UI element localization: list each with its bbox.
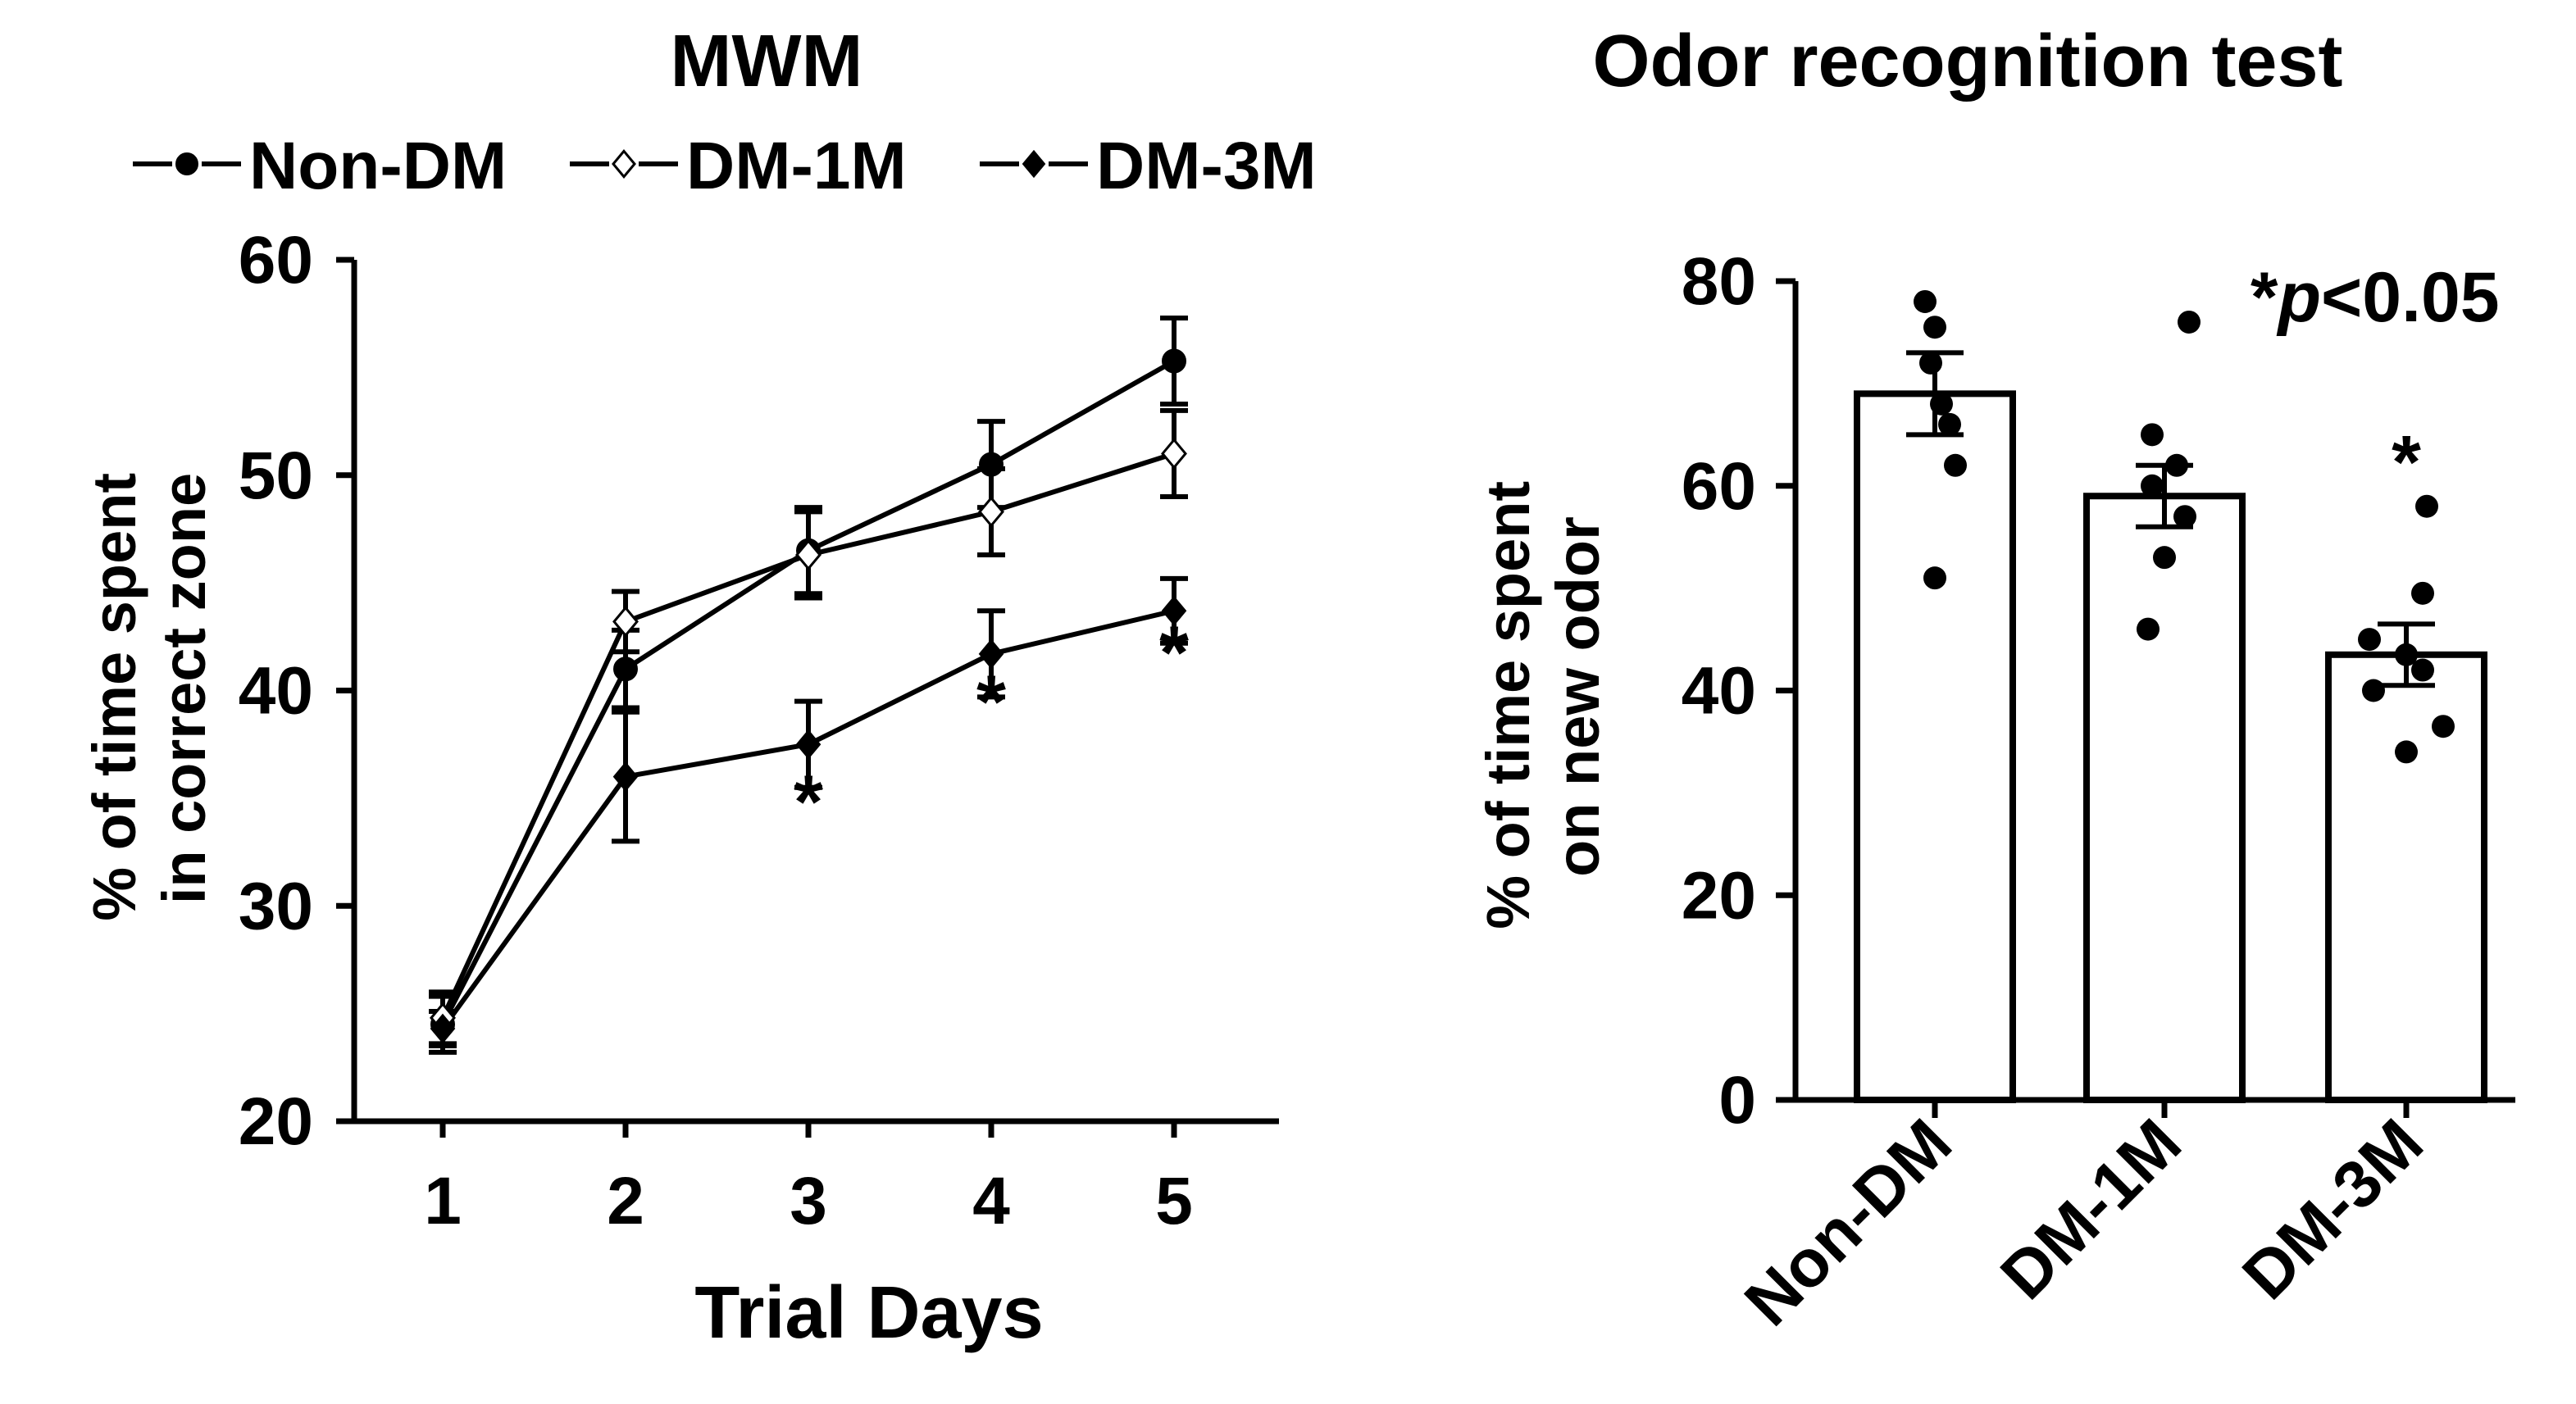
odor-point-non-dm-4 — [1930, 392, 1953, 416]
mwm-point-dm-3m-5 — [1161, 595, 1187, 626]
mwm-x-tick-label-3: 3 — [790, 1164, 827, 1238]
odor-y-tick-label-60: 60 — [1682, 449, 1756, 524]
odor-points — [1914, 289, 2455, 764]
legend-label-dm-3m: DM-3M — [1096, 129, 1317, 203]
mwm-y-tick-label-30: 30 — [239, 869, 313, 943]
odor-bar-dm-3m — [2325, 651, 2487, 1103]
mwm-point-dm-3m-3 — [795, 729, 821, 760]
odor-point-dm-3m-3 — [2358, 628, 2381, 652]
mwm-line-non-dm — [440, 358, 1176, 1026]
mwm-point-dm-3m-1 — [430, 1013, 456, 1044]
odor-y-tick-label-40: 40 — [1682, 654, 1756, 729]
mwm-y-label-line1: % of time spent — [80, 473, 148, 921]
odor-x-ticks — [1932, 1100, 2410, 1118]
odor-point-dm-1m-5 — [2173, 505, 2196, 529]
odor-point-dm-1m-4 — [2141, 474, 2164, 498]
mwm-point-dm-3m-2 — [612, 761, 639, 792]
odor-category-label-non-dm: Non-DM — [1731, 1105, 1966, 1340]
mwm-x-tick-label-1: 1 — [424, 1164, 462, 1238]
odor-category-label-dm-1m: DM-1M — [1987, 1105, 2195, 1313]
mwm-y-ticks: 20 30 40 50 60 — [239, 223, 354, 1159]
mwm-point-dm-1m-5 — [1161, 438, 1187, 470]
odor-point-dm-1m-2 — [2141, 423, 2164, 447]
mwm-y-label-line2: in correct zone — [150, 473, 218, 904]
mwm-x-ticks: 1 2 3 4 5 — [424, 1121, 1193, 1238]
odor-y-tick-label-80: 80 — [1682, 244, 1756, 319]
odor-point-dm-3m-7 — [2432, 715, 2455, 738]
odor-y-axis-label: % of time spent on new odor — [1474, 464, 1612, 929]
legend-marker-dm-1m — [612, 149, 636, 179]
mwm-y-tick-label-20: 20 — [239, 1084, 313, 1159]
legend-marker-non-dm — [175, 152, 198, 175]
odor-point-dm-1m-7 — [2137, 617, 2160, 641]
mwm-markers — [430, 348, 1187, 1044]
odor-y-tick-label-20: 20 — [1682, 858, 1756, 933]
significance-star: * — [2251, 258, 2278, 337]
odor-bar-dm-1m — [2083, 493, 2246, 1103]
mwm-error-bars — [429, 315, 1188, 1055]
odor-y-tick-label-0: 0 — [1718, 1063, 1756, 1138]
legend-marker-dm-3m — [1022, 149, 1046, 179]
mwm-series-lines — [440, 358, 1176, 1030]
significance-rest: <0.05 — [2321, 258, 2500, 337]
odor-point-dm-3m-1 — [2415, 494, 2438, 518]
mwm-significance-star-day-4: * — [976, 661, 1006, 744]
odor-bar-chart: Odor recognition test *p<0.05 020406080 … — [1474, 20, 2515, 1340]
mwm-title: MWM — [671, 20, 863, 102]
mwm-x-axis-label: Trial Days — [694, 1272, 1043, 1354]
odor-point-dm-1m-1 — [2178, 310, 2201, 334]
odor-point-dm-3m-5 — [2411, 658, 2434, 682]
mwm-point-non-dm-5 — [1162, 348, 1186, 374]
odor-y-ticks: 0 20 40 60 80 — [1682, 244, 1795, 1138]
mwm-y-tick-label-60: 60 — [239, 223, 313, 298]
odor-category-labels: Non-DM DM-1M DM-3M — [1731, 1105, 2437, 1340]
mwm-point-dm-1m-2 — [612, 606, 639, 638]
mwm-y-axis-label: % of time spent in correct zone — [80, 456, 218, 920]
mwm-point-dm-1m-4 — [978, 496, 1004, 528]
odor-title: Odor recognition test — [1592, 20, 2342, 102]
odor-point-dm-1m-6 — [2153, 546, 2176, 570]
mwm-point-dm-1m-3 — [795, 538, 821, 571]
odor-point-non-dm-2 — [1923, 316, 1946, 339]
significance-p: p — [2276, 258, 2321, 337]
odor-point-non-dm-1 — [1914, 289, 1937, 313]
mwm-point-dm-3m-4 — [978, 638, 1004, 670]
legend-label-dm-1m: DM-1M — [686, 129, 907, 203]
mwm-x-tick-label-5: 5 — [1155, 1164, 1193, 1238]
odor-point-dm-3m-2 — [2411, 581, 2434, 605]
odor-point-non-dm-6 — [1944, 453, 1967, 477]
mwm-point-non-dm-2 — [613, 657, 638, 682]
mwm-significance-star-day-3: * — [794, 761, 823, 844]
odor-point-non-dm-3 — [1919, 351, 1942, 375]
odor-annotations: * — [2392, 421, 2421, 505]
odor-point-dm-3m-8 — [2395, 740, 2418, 764]
odor-y-label-line2: on new odor — [1544, 516, 1612, 877]
odor-point-dm-3m-4 — [2395, 643, 2418, 666]
mwm-y-tick-label-50: 50 — [239, 438, 313, 513]
odor-y-label-line1: % of time spent — [1474, 481, 1542, 929]
mwm-annotations: * * * — [794, 611, 1189, 844]
mwm-y-tick-label-40: 40 — [239, 654, 313, 729]
odor-bars — [1854, 390, 2487, 1103]
mwm-significance-star-day-5: * — [1159, 611, 1189, 695]
odor-point-dm-1m-3 — [2165, 453, 2188, 477]
odor-point-dm-3m-6 — [2362, 679, 2385, 702]
odor-significance-star: * — [2392, 421, 2421, 505]
legend-label-non-dm: Non-DM — [249, 129, 507, 203]
odor-point-non-dm-7 — [1923, 566, 1946, 590]
significance-note: *p<0.05 — [2251, 258, 2500, 337]
odor-bar-non-dm — [1854, 390, 2016, 1103]
odor-point-non-dm-5 — [1938, 412, 1961, 436]
odor-category-label-dm-3m: DM-3M — [2228, 1105, 2437, 1313]
mwm-point-non-dm-4 — [979, 452, 1004, 477]
mwm-x-tick-label-2: 2 — [607, 1164, 644, 1238]
mwm-legend: Non-DM DM-1M DM-3M — [133, 129, 1317, 203]
mwm-x-tick-label-4: 4 — [972, 1164, 1010, 1238]
